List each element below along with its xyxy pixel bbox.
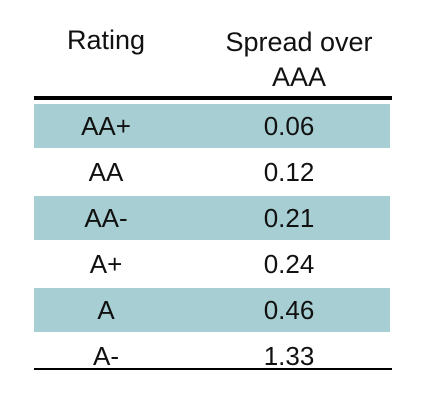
cell-spread: 0.24	[263, 249, 315, 279]
cell-rating: AA-	[84, 203, 128, 233]
cell-spread: 0.21	[263, 203, 315, 233]
cell-spread: 1.33	[263, 341, 315, 371]
header-rating: Rating	[66, 25, 146, 55]
cell-rating: AA+	[81, 111, 131, 141]
cell-spread: 0.46	[263, 295, 315, 325]
header-spread-line1: Spread over	[225, 27, 373, 57]
cell-spread: 0.12	[263, 157, 315, 187]
table-row: AA- 0.21	[34, 196, 390, 240]
header-spread-line2: AAA	[271, 62, 327, 92]
bottom-rule	[34, 368, 392, 370]
cell-spread: 0.06	[263, 111, 315, 141]
table-row: AA+ 0.06	[34, 104, 390, 148]
cell-rating: A	[97, 295, 115, 325]
table-row: A+ 0.24	[34, 242, 390, 286]
table-row: AA 0.12	[34, 150, 390, 194]
rating-spread-table: Rating Spread over AAA AA+ 0.06 AA 0.12 …	[34, 0, 392, 378]
table-header: Rating Spread over AAA	[34, 0, 392, 96]
table-body: AA+ 0.06 AA 0.12 AA- 0.21 A+ 0.24 A 0.46…	[34, 104, 390, 378]
header-spread: Spread over AAA	[204, 25, 394, 95]
cell-rating: A+	[89, 249, 123, 279]
table-row: A- 1.33	[34, 334, 390, 378]
cell-rating: AA	[88, 157, 124, 187]
header-rule	[34, 96, 392, 100]
cell-rating: A-	[93, 341, 119, 371]
table-row: A 0.46	[34, 288, 390, 332]
